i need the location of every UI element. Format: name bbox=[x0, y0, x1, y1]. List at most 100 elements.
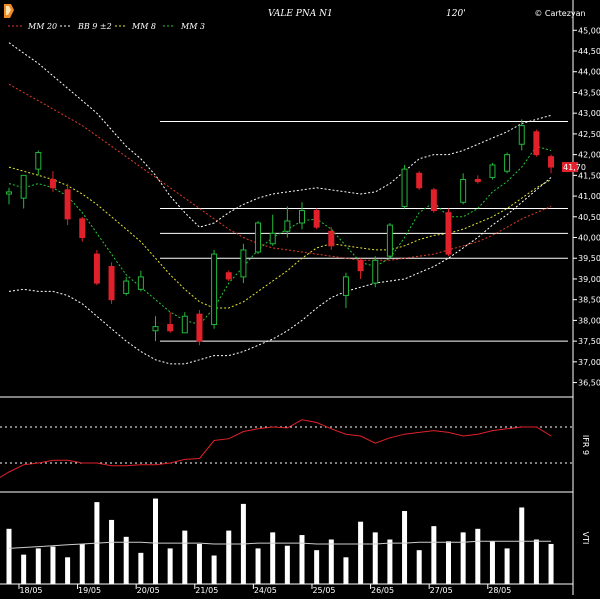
volume-bar[interactable] bbox=[460, 532, 466, 584]
volume-bar[interactable] bbox=[270, 532, 276, 584]
candle[interactable] bbox=[123, 276, 130, 296]
candle[interactable] bbox=[137, 270, 144, 292]
volume-bar[interactable] bbox=[343, 557, 349, 584]
candle[interactable] bbox=[64, 183, 71, 226]
bollinger-lower-line[interactable] bbox=[8, 177, 552, 365]
candle-body-up bbox=[401, 168, 408, 207]
candle-body-up bbox=[240, 249, 247, 278]
volume-bar[interactable] bbox=[6, 528, 12, 584]
candle[interactable] bbox=[93, 249, 100, 286]
candle[interactable] bbox=[284, 206, 291, 238]
candle-body-down bbox=[328, 230, 335, 247]
bollinger-upper-line[interactable] bbox=[8, 42, 552, 228]
candle[interactable] bbox=[533, 129, 540, 157]
candle-body-up bbox=[460, 178, 467, 203]
volume-bar[interactable] bbox=[533, 539, 539, 585]
volume-bar[interactable] bbox=[358, 521, 364, 584]
candle[interactable] bbox=[342, 272, 349, 308]
candle[interactable] bbox=[255, 220, 262, 255]
candle[interactable] bbox=[313, 208, 320, 230]
volume-bar[interactable] bbox=[226, 530, 232, 584]
candle[interactable] bbox=[401, 164, 408, 209]
candle[interactable] bbox=[269, 214, 276, 246]
mm3-line[interactable] bbox=[8, 145, 552, 326]
volume-bar[interactable] bbox=[314, 550, 320, 584]
candle[interactable] bbox=[299, 202, 305, 230]
candle[interactable] bbox=[152, 316, 159, 342]
candle[interactable] bbox=[35, 150, 42, 176]
candle[interactable] bbox=[211, 249, 218, 329]
candle[interactable] bbox=[474, 175, 481, 184]
candle[interactable] bbox=[167, 312, 174, 333]
volume-bar[interactable] bbox=[50, 546, 56, 584]
volume-bar[interactable] bbox=[79, 543, 85, 584]
volume-bar[interactable] bbox=[489, 541, 495, 584]
legend-item-mm20[interactable]: MM 20 bbox=[8, 22, 57, 31]
candle-body-down bbox=[167, 324, 174, 332]
volume-bar[interactable] bbox=[548, 543, 554, 584]
volume-bar[interactable] bbox=[416, 550, 422, 584]
candle[interactable] bbox=[372, 256, 379, 288]
app-logo-icon[interactable] bbox=[4, 4, 14, 18]
legend-item-mm8[interactable]: MM 8 bbox=[115, 22, 156, 31]
volume-bar[interactable] bbox=[255, 548, 261, 584]
candle[interactable] bbox=[445, 208, 452, 257]
volume-bar[interactable] bbox=[196, 543, 202, 584]
volume-bar[interactable] bbox=[387, 539, 393, 585]
candle[interactable] bbox=[79, 216, 86, 242]
volume-bar[interactable] bbox=[123, 536, 129, 584]
candle[interactable] bbox=[181, 312, 188, 334]
volume-bar[interactable] bbox=[431, 526, 437, 584]
candle[interactable] bbox=[416, 171, 423, 190]
volume-bar[interactable] bbox=[299, 535, 305, 584]
candle-body-down bbox=[533, 131, 540, 156]
candle-body-down bbox=[430, 189, 437, 212]
candle[interactable] bbox=[489, 162, 496, 180]
candle[interactable] bbox=[504, 152, 511, 174]
candle-body-up bbox=[6, 191, 12, 195]
volume-bar[interactable] bbox=[284, 545, 290, 584]
volume-bar[interactable] bbox=[167, 548, 173, 584]
candle[interactable] bbox=[430, 187, 437, 213]
candle[interactable] bbox=[20, 174, 27, 209]
candle-body-down bbox=[49, 178, 56, 189]
candle-body-up bbox=[372, 259, 379, 284]
volume-bar[interactable] bbox=[446, 541, 451, 584]
candle[interactable] bbox=[386, 223, 393, 259]
candle[interactable] bbox=[357, 258, 364, 279]
volume-bar[interactable] bbox=[475, 528, 481, 584]
candle[interactable] bbox=[108, 262, 115, 304]
volume-bar[interactable] bbox=[65, 557, 71, 584]
mm8-line[interactable] bbox=[8, 166, 552, 309]
volume-bar[interactable] bbox=[153, 498, 158, 584]
candle[interactable] bbox=[518, 119, 525, 151]
volume-bar[interactable] bbox=[138, 552, 144, 584]
candle[interactable] bbox=[548, 154, 555, 174]
volume-bar[interactable] bbox=[211, 555, 217, 584]
volume-bar[interactable] bbox=[21, 554, 27, 584]
volume-bar[interactable] bbox=[504, 548, 510, 584]
price-tick-label: 38,50 bbox=[578, 296, 600, 305]
candle[interactable] bbox=[225, 270, 232, 282]
price-tick-label: 44,50 bbox=[578, 47, 600, 56]
candle[interactable] bbox=[6, 187, 12, 205]
mm20-line[interactable] bbox=[8, 83, 552, 261]
volume-bar[interactable] bbox=[182, 530, 188, 584]
volume-bar[interactable] bbox=[372, 532, 378, 584]
ifr-line[interactable] bbox=[0, 419, 552, 478]
volume-bar[interactable] bbox=[35, 548, 41, 584]
chart-timeframe: 120' bbox=[446, 9, 466, 19]
candle[interactable] bbox=[49, 171, 56, 192]
candle[interactable] bbox=[460, 173, 467, 205]
candle[interactable] bbox=[328, 227, 335, 250]
candle[interactable] bbox=[196, 310, 203, 346]
legend-item-mm3[interactable]: MM 3 bbox=[163, 22, 205, 31]
volume-bar[interactable] bbox=[328, 539, 334, 585]
volume-bar[interactable] bbox=[109, 519, 115, 584]
legend-item-bb[interactable]: BB 9 ±2 bbox=[60, 22, 112, 31]
volume-bar[interactable] bbox=[519, 507, 525, 584]
volume-bar[interactable] bbox=[402, 511, 408, 584]
candle[interactable] bbox=[240, 243, 247, 284]
